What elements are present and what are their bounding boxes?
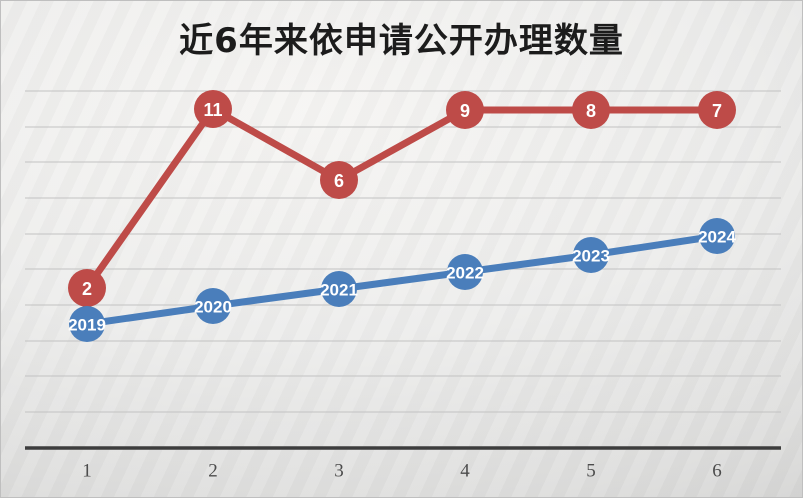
years-series-line xyxy=(83,232,721,328)
years-point-marker xyxy=(699,218,735,254)
years-point-marker xyxy=(321,271,357,307)
x-tick-label: 3 xyxy=(334,461,344,482)
years-point-marker xyxy=(69,306,105,342)
x-tick-label: 2 xyxy=(208,461,218,482)
applications-point-marker xyxy=(446,91,484,129)
years-data-label: 2022 xyxy=(446,264,484,283)
years-point-marker xyxy=(447,254,483,290)
applications-data-label: 9 xyxy=(460,101,470,121)
x-tick-label: 1 xyxy=(82,461,92,482)
years-point-marker xyxy=(573,237,609,273)
applications-point-marker xyxy=(68,269,106,307)
applications-data-label: 2 xyxy=(82,279,92,299)
years-data-label: 2023 xyxy=(572,247,610,266)
years-point-marker xyxy=(195,288,231,324)
x-tick-label: 5 xyxy=(586,461,596,482)
applications-point-marker xyxy=(320,161,358,199)
years-data-label: 2020 xyxy=(194,298,232,317)
years-data-label: 2019 xyxy=(68,316,106,335)
years-data-label: 2024 xyxy=(698,228,736,247)
applications-series-line xyxy=(83,105,721,292)
chart-title: 近6年来依申请公开办理数量 xyxy=(179,21,624,61)
applications-data-label: 11 xyxy=(203,100,222,120)
x-tick-label: 4 xyxy=(460,461,470,482)
years-data-label: 2021 xyxy=(320,281,358,300)
applications-point-marker xyxy=(194,90,232,128)
applications-data-label: 8 xyxy=(586,101,596,121)
applications-point-marker xyxy=(572,91,610,129)
applications-data-label: 7 xyxy=(712,101,722,121)
applications-point-marker xyxy=(698,91,736,129)
x-tick-label: 6 xyxy=(712,461,722,482)
applications-data-label: 6 xyxy=(334,171,344,191)
